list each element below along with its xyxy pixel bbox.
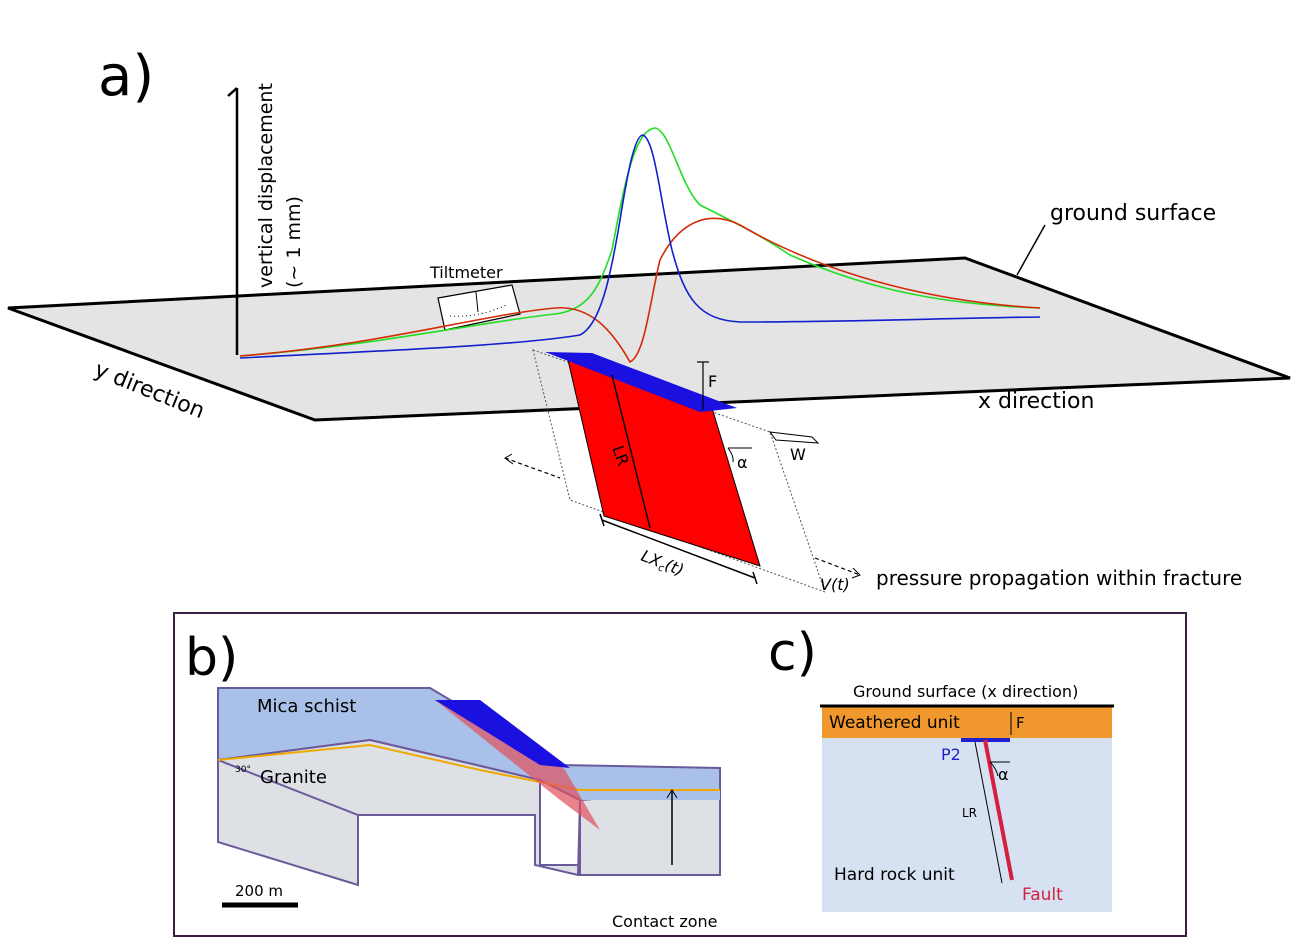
leader-line bbox=[1016, 224, 1046, 276]
tiltmeter-label: Tiltmeter bbox=[429, 263, 503, 282]
curve-green bbox=[239, 127, 1041, 357]
pressure-label: pressure propagation within fracture bbox=[876, 566, 1242, 590]
axis-tip bbox=[227, 87, 238, 97]
axis-label: vertical displacement bbox=[255, 83, 277, 288]
f-label: F bbox=[1016, 714, 1025, 732]
angle-arc bbox=[989, 761, 999, 777]
lx-tail: (t) bbox=[662, 555, 686, 579]
lr-line bbox=[974, 741, 1003, 884]
tiltmeter-needle bbox=[475, 291, 479, 313]
fault-label: Fault bbox=[1022, 885, 1063, 905]
panel-label: b) bbox=[185, 628, 238, 688]
arrow-head bbox=[851, 567, 861, 579]
lx-line bbox=[601, 519, 756, 579]
contact-line bbox=[217, 743, 720, 791]
curve-red bbox=[239, 217, 1041, 364]
arrow-head bbox=[666, 789, 678, 799]
granite-label: Granite bbox=[260, 767, 327, 788]
mica-label: Mica schist bbox=[257, 696, 356, 717]
ground-plane bbox=[7, 256, 1291, 422]
ground-label: Ground surface (x direction) bbox=[853, 682, 1078, 701]
tiltmeter-box bbox=[437, 284, 521, 331]
arrow-head bbox=[504, 453, 514, 465]
ground-surface-label: ground surface bbox=[1050, 201, 1216, 226]
panel-label: a) bbox=[98, 44, 154, 109]
f-label: F bbox=[708, 372, 717, 391]
panel-label: c) bbox=[768, 623, 817, 683]
fracture-width bbox=[768, 431, 820, 444]
alpha-label: α bbox=[998, 765, 1009, 784]
fault-top bbox=[435, 700, 570, 768]
lx-sub: c bbox=[656, 562, 666, 574]
tiltmeter-scale bbox=[449, 303, 509, 317]
lx-tick bbox=[599, 513, 605, 527]
propagation-arrow bbox=[504, 457, 561, 479]
curve-blue bbox=[239, 134, 1041, 359]
v-label: V(t) bbox=[820, 575, 850, 594]
propagation-arrow bbox=[814, 557, 861, 576]
angle-arc bbox=[727, 447, 734, 463]
lx-label: LXc(t) bbox=[638, 546, 687, 581]
lx-tick bbox=[752, 571, 758, 585]
panel-frame bbox=[173, 612, 1187, 937]
hard-rock-label: Hard rock unit bbox=[834, 865, 955, 885]
mica-schist-block bbox=[580, 768, 720, 800]
alpha-label: α bbox=[737, 453, 748, 472]
granite-block bbox=[579, 788, 721, 876]
lr-line bbox=[611, 374, 651, 529]
weathered-label: Weathered unit bbox=[829, 713, 960, 733]
weathered-layer bbox=[822, 706, 1112, 738]
contact-label: Contact zone bbox=[612, 912, 718, 931]
scale-label: 200 m bbox=[235, 882, 283, 900]
fault-line bbox=[983, 739, 1014, 881]
lr-label: LR bbox=[962, 806, 977, 820]
axis-label: (~ 1 mm) bbox=[283, 196, 305, 288]
angle-label: 30° bbox=[235, 765, 251, 775]
w-label: W bbox=[790, 445, 806, 464]
x-direction-label: x direction bbox=[978, 389, 1094, 414]
fault-top bbox=[545, 352, 737, 412]
p2-label: P2 bbox=[941, 745, 961, 764]
fault-zone bbox=[435, 700, 600, 830]
